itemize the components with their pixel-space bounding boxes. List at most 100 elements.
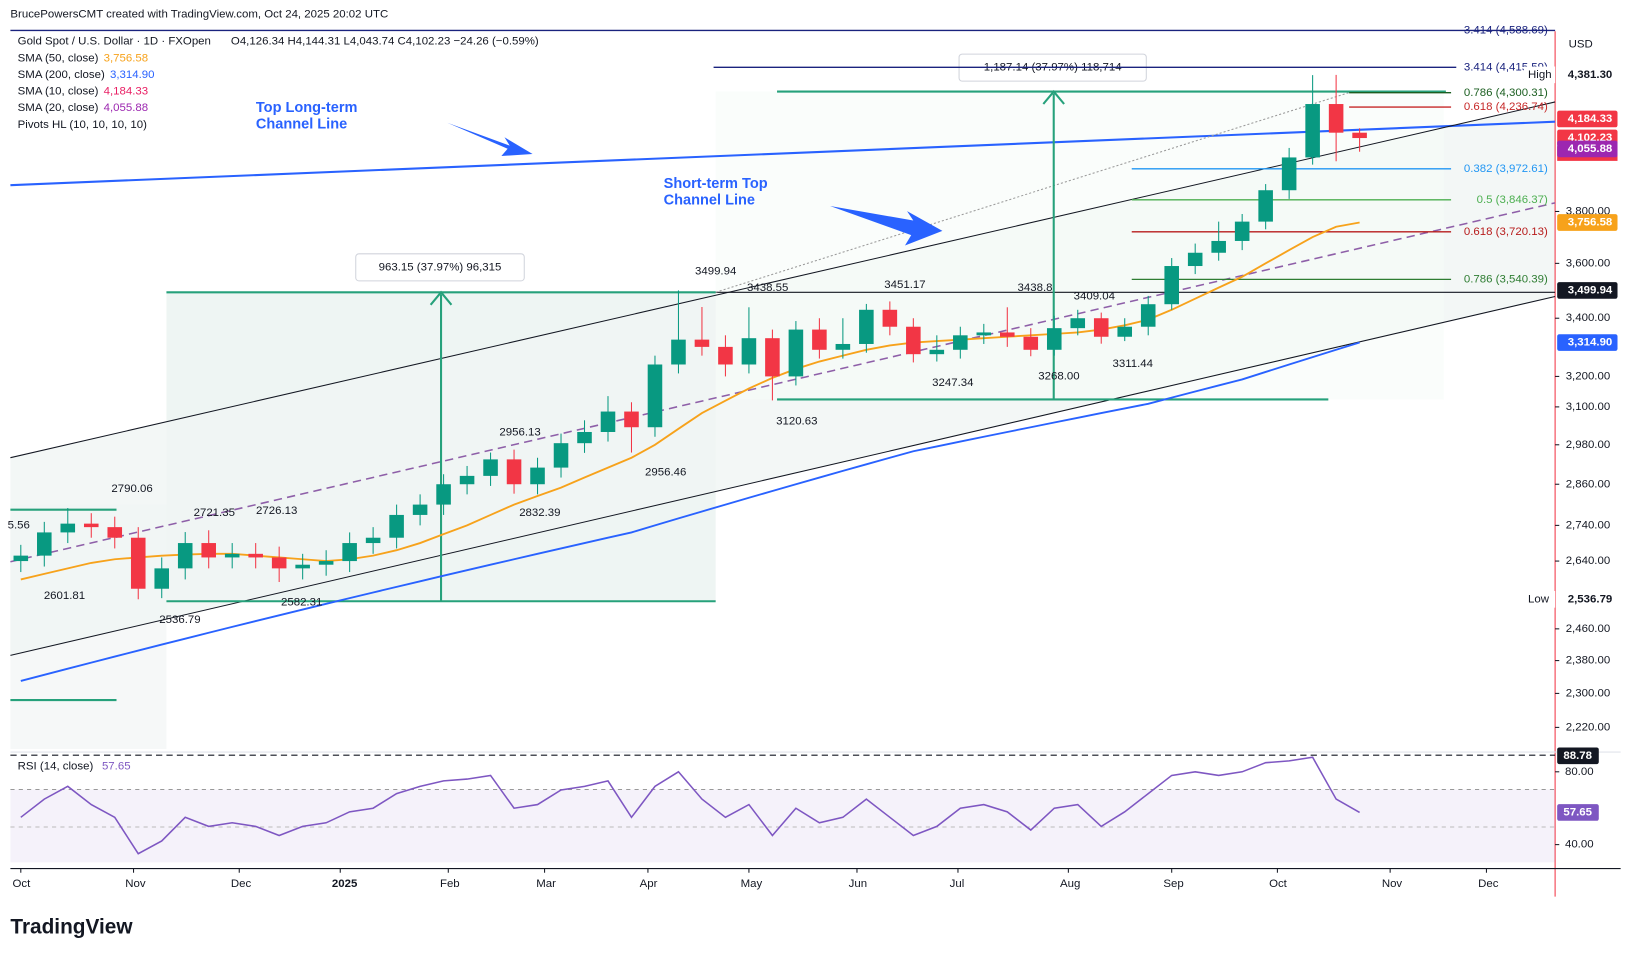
pivot-label: 2790.06 [111, 483, 152, 495]
pivot-label: 3120.63 [776, 415, 817, 427]
price-badge-label: 4,184.33 [1568, 113, 1613, 125]
candle-body [201, 543, 216, 558]
pivot-label: 3438.8 [1018, 282, 1053, 294]
price-badge-label: 3,314.90 [1568, 337, 1613, 349]
y-tick-label: 3,100.00 [1566, 401, 1611, 413]
candle-body [976, 332, 992, 336]
pivot-label: 3409.04 [1074, 290, 1116, 302]
high-tag [1523, 66, 1556, 84]
candle-body [1023, 336, 1039, 350]
candle-body [130, 537, 146, 589]
y-tick-label: 2,640.00 [1566, 555, 1611, 567]
rsi-tick-label: 40.00 [1565, 839, 1594, 851]
pivot-label: 3311.44 [1113, 358, 1154, 370]
candle-body [624, 411, 639, 428]
x-tick-label: Oct [12, 878, 31, 890]
y-tick-label: 2,380.00 [1566, 655, 1611, 667]
candle-body [389, 514, 404, 538]
candle-body [577, 431, 592, 444]
fib-label: 0.618 (3,720.13) [1464, 226, 1548, 238]
price-badge [1557, 282, 1618, 299]
candle-body [788, 329, 804, 377]
indicator-name: SMA (200, close) [18, 69, 105, 81]
candle-body [1352, 132, 1367, 139]
arrow [447, 122, 533, 157]
pivot-label: 2721.35 [194, 507, 235, 519]
candle-body [553, 443, 569, 468]
y-tick-label: 2,220.00 [1566, 721, 1611, 733]
candle-body [929, 349, 945, 355]
x-tick-label: Nov [1382, 878, 1403, 890]
price-badge [1557, 591, 1618, 608]
ohlc: O4,126.34 H4,144.31 L4,043.74 C4,102.23 … [231, 36, 539, 48]
x-tick-label: Feb [440, 878, 460, 890]
sma-line [20, 341, 1360, 682]
pivot-label: 3499.94 [695, 266, 737, 278]
x-tick-label: 2025 [332, 878, 358, 890]
candle-body [483, 459, 498, 476]
fib-label: 0.786 (4,300.31) [1464, 87, 1548, 99]
annotation: Top Long-term [256, 100, 358, 116]
measure-box [355, 253, 525, 282]
candle-body [248, 553, 263, 558]
y-tick-label: 2,980.00 [1566, 439, 1611, 451]
fib-label: 0.618 (4,236.74) [1464, 101, 1548, 113]
candle-body [1187, 252, 1203, 267]
rsi-badge [1557, 804, 1599, 821]
y-tick-label: 3,200.00 [1566, 370, 1611, 382]
rsi-badge [1557, 747, 1599, 765]
candle-body [1258, 190, 1273, 222]
candle-body [906, 326, 921, 355]
fib-label: 3.414 (4,588.69) [1464, 24, 1548, 36]
candle-body [718, 346, 733, 365]
candle-body [600, 411, 616, 432]
candle-body [365, 537, 381, 544]
candle-body [436, 484, 451, 505]
price-badge-label: 4,055.88 [1568, 143, 1613, 155]
x-tick-label: Oct [1269, 878, 1288, 890]
price-badge-label: 2,536.79 [1568, 593, 1613, 605]
candle-body [1164, 266, 1179, 305]
candle-body [60, 523, 76, 533]
candle-body [459, 475, 475, 485]
candle-body [1000, 332, 1015, 337]
fib-trend [715, 91, 1353, 293]
shade [715, 91, 1444, 400]
candle-body [1305, 104, 1320, 158]
y-tick-label: 2,860.00 [1566, 478, 1611, 490]
candle-body [1281, 157, 1297, 191]
pivot-label: 2536.79 [159, 614, 200, 626]
header: BrucePowersCMT created with TradingView.… [10, 9, 388, 21]
indicator-name: SMA (50, close) [18, 52, 99, 64]
candle-body [37, 532, 52, 556]
low-label: Low [1528, 593, 1550, 605]
x-tick-label: Sep [1163, 878, 1183, 890]
indicator-value: 4,184.33 [104, 86, 149, 98]
indicator-value: 3,314.90 [110, 69, 155, 81]
pivot-label: 3438.55 [747, 282, 788, 294]
annotation: Short-term Top [664, 176, 768, 192]
fib-label: 0.786 (3,540.39) [1464, 273, 1548, 285]
x-tick-label: Jun [849, 878, 867, 890]
candle-body [506, 459, 522, 485]
candle-body [671, 339, 686, 365]
currency: USD [1569, 39, 1593, 51]
rsi-title: RSI (14, close) [18, 761, 94, 773]
candle-body [882, 309, 898, 327]
pivot-label: 3268.00 [1038, 371, 1079, 383]
annotation: Channel Line [256, 117, 347, 133]
indicator-name: Pivots HL (10, 10, 10, 10) [18, 119, 147, 131]
pivot-label: 3451.17 [884, 279, 925, 291]
candle-body [953, 335, 968, 350]
x-tick-label: Mar [536, 878, 556, 890]
candle-body [83, 523, 99, 528]
candle-body [271, 557, 287, 569]
measure-tools [10, 89, 1446, 702]
candle-body [342, 543, 357, 562]
x-tick-label: Nov [125, 878, 146, 890]
y-tick-label: 2,740.00 [1566, 519, 1611, 531]
candle-body [107, 527, 123, 538]
indicator-name: SMA (20, close) [18, 102, 99, 114]
lower-channel [10, 295, 1556, 656]
